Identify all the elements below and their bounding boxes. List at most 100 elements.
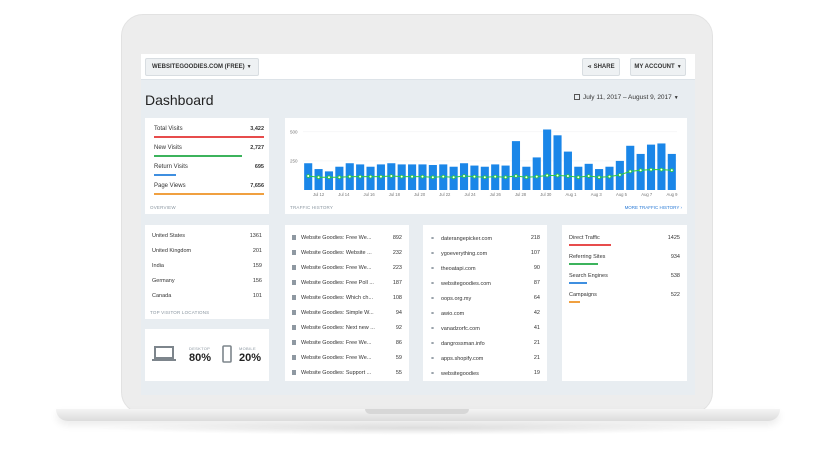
source-row[interactable]: Search Engines [569, 273, 608, 279]
page-row[interactable]: Website Goodies: Which ch... [292, 295, 373, 301]
page-row[interactable]: Website Goodies: Free We... [292, 265, 371, 271]
page-icon [292, 355, 296, 360]
referrer-row[interactable]: ⚭ theoatapi.com [430, 265, 476, 272]
location-row[interactable]: India [152, 263, 164, 269]
referrer-row-label: ygoeverything.com [441, 251, 488, 257]
referrer-row-label: awio.com [441, 311, 465, 317]
page-row-label: Website Goodies: Which ch... [301, 295, 374, 301]
mobile-label: MOBILE [239, 346, 256, 351]
page-row[interactable]: Website Goodies: Support ... [292, 370, 371, 376]
locations-footer: TOP VISITOR LOCATIONS [150, 310, 210, 315]
page-row-label: Website Goodies: Next new ... [301, 325, 375, 331]
location-row[interactable]: Canada [152, 293, 171, 299]
visitors-point [327, 175, 331, 179]
page-row-value: 94 [395, 310, 402, 316]
laptop-shadow [90, 421, 746, 435]
traffic-bar [324, 171, 334, 190]
page-row-label: Website Goodies: Free We... [301, 340, 372, 346]
page-row[interactable]: Website Goodies: Next new ... [292, 325, 375, 331]
page-icon [292, 250, 296, 255]
location-row[interactable]: United States [152, 233, 185, 239]
referrer-row[interactable]: ⚭ apps.shopify.com [430, 355, 483, 362]
referrer-row-value: 64 [533, 295, 540, 301]
mobile-value: 20% [239, 352, 262, 364]
page-row[interactable]: Website Goodies: Free Poll ... [292, 280, 374, 286]
visitors-point [441, 174, 446, 179]
page-icon [292, 370, 296, 375]
date-range-picker[interactable]: July 11, 2017 – August 9, 2017 ▼ [574, 94, 679, 101]
x-tick-label: Aug 3 [591, 192, 603, 197]
referrer-row-value: 87 [533, 280, 540, 286]
visitors-point [534, 174, 539, 179]
referrer-row-value: 19 [533, 370, 540, 376]
visitors-point [576, 175, 581, 179]
visitors-point [410, 174, 414, 179]
stat-bar [154, 155, 242, 157]
source-bar [569, 301, 580, 303]
page-row-label: Website Goodies: Website ... [301, 250, 372, 256]
date-range-label: July 11, 2017 – August 9, 2017 [583, 94, 672, 101]
source-row[interactable]: Referring Sites [569, 254, 605, 260]
more-traffic-history-link[interactable]: MORE TRAFFIC HISTORY › [624, 205, 682, 210]
x-tick-label: Jul 18 [389, 192, 401, 197]
laptop-base [56, 409, 780, 421]
link-icon: ⚭ [430, 311, 436, 317]
x-tick-label: Jul 14 [338, 192, 350, 197]
page-icon [292, 340, 296, 345]
referrer-row[interactable]: ⚭ ygoeverything.com [430, 250, 487, 257]
site-selector-button[interactable]: WEBSITEGOODIES.COM (FREE) ▼ [145, 58, 259, 76]
dashboard-screen: WEBSITEGOODIES.COM (FREE) ▼ ⋖ SHARE MY ACC… [141, 54, 695, 395]
referrer-row[interactable]: ⚭ dangrossman.info [430, 340, 485, 347]
visitors-point [462, 174, 466, 178]
page-row-label: Website Goodies: Free We... [301, 355, 372, 361]
share-button[interactable]: ⋖ SHARE [582, 58, 620, 76]
visitors-point [379, 174, 383, 179]
traffic-bar [657, 143, 666, 190]
x-tick-label: Aug 9 [667, 192, 679, 197]
x-tick-label: Jul 26 [490, 192, 502, 197]
link-icon: ⚭ [430, 326, 436, 332]
source-row[interactable]: Campaigns [569, 292, 597, 298]
referrer-row-value: 21 [533, 340, 540, 346]
source-row[interactable]: Direct Traffic [569, 235, 600, 241]
page-icon [292, 235, 296, 240]
referrer-row-value: 107 [530, 250, 540, 256]
stat-value: 695 [254, 164, 264, 170]
referrer-row[interactable]: ⚭ awio.com [430, 310, 464, 317]
link-icon: ⚭ [430, 236, 436, 242]
share-label: SHARE [593, 64, 615, 70]
page-row-value: 223 [392, 265, 402, 271]
source-row-label: Campaigns [569, 292, 597, 298]
referrer-row[interactable]: ⚭ daterangepicker.com [430, 235, 492, 242]
page-row[interactable]: Website Goodies: Free We... [292, 340, 371, 346]
page-row-label: Website Goodies: Free Poll ... [301, 280, 374, 286]
location-row[interactable]: United Kingdom [152, 248, 191, 254]
traffic-bar [532, 157, 541, 190]
visitors-point [358, 174, 362, 179]
stat-value: 7,656 [250, 183, 264, 189]
page-row-value: 232 [392, 250, 402, 256]
traffic-bar [595, 169, 604, 190]
page-row[interactable]: Website Goodies: Website ... [292, 250, 372, 256]
referrer-row[interactable]: ⚭ oops.org.my [430, 295, 471, 302]
desktop-label: DESKTOP [189, 346, 211, 351]
page-row[interactable]: Website Goodies: Simple W... [292, 310, 374, 316]
visitor-locations-card: TOP VISITOR LOCATIONS United States 1361 U… [145, 225, 269, 319]
location-row[interactable]: Germany [152, 278, 175, 284]
referrer-row-label: vanadzorfc.com [441, 326, 480, 332]
location-row-value: 159 [252, 263, 262, 269]
traffic-footer: TRAFFIC HISTORY [290, 205, 334, 210]
page-row[interactable]: Website Goodies: Free We... [292, 355, 371, 361]
visitors-point [347, 174, 352, 179]
overview-card: Total Visits 3,422 New Visits 2,727 Retu… [145, 118, 269, 214]
my-account-button[interactable]: MY ACCOUNT ▼ [630, 58, 686, 76]
x-tick-label: Aug 1 [566, 192, 578, 197]
referrer-row[interactable]: ⚭ vanadzorfc.com [430, 325, 480, 332]
page-row[interactable]: Website Goodies: Free We... [292, 235, 371, 241]
visitors-point [555, 173, 560, 178]
my-account-label: MY ACCOUNT [634, 64, 675, 70]
visitors-point [514, 174, 518, 178]
page-icon [292, 310, 296, 315]
referrer-row[interactable]: ⚭ websitegoodies.com [430, 280, 491, 287]
referrer-row[interactable]: ⚭ websitegoodies [430, 370, 479, 377]
